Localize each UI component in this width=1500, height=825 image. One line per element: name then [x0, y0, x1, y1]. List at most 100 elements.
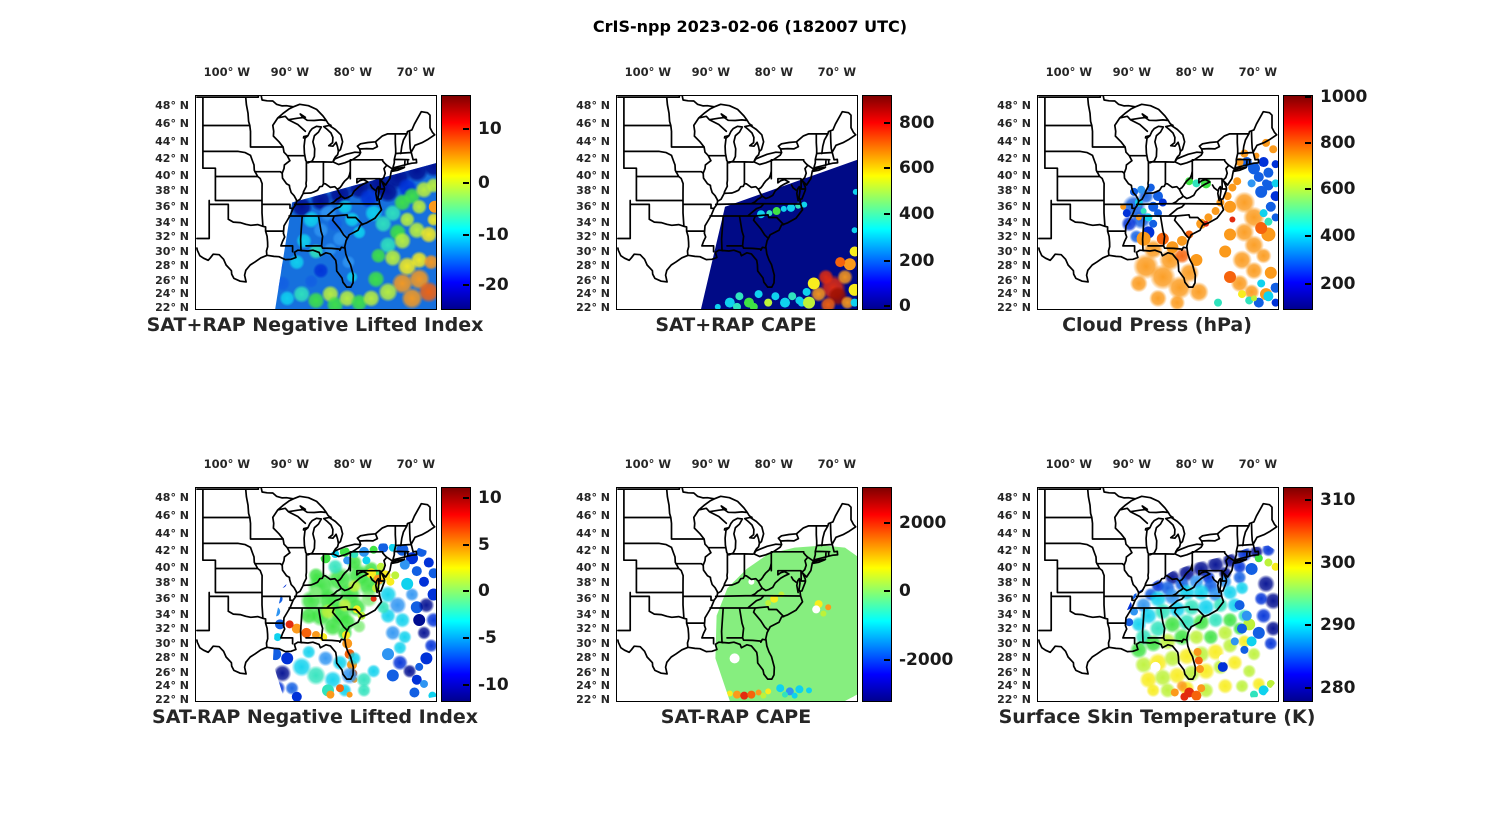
colorbar-tick-label: 400: [899, 203, 935, 224]
lat-tick-label: 34° N: [155, 607, 189, 621]
panel-title: Surface Skin Temperature (K): [998, 706, 1316, 728]
longitude-axis: 100° W 90° W 80° W 70° W: [616, 457, 856, 473]
lat-tick-label: 34° N: [997, 607, 1031, 621]
lat-tick-label: 22° N: [997, 692, 1031, 706]
lat-tick-label: 48° N: [997, 490, 1031, 504]
colorbar: 2000 0 -2000: [862, 487, 953, 702]
colorbar-tick-mark: [884, 167, 890, 170]
latitude-axis: 48° N 46° N 44° N 42° N 40° N 38° N 36° N 34° N…: [561, 95, 610, 313]
lat-tick-label: 26° N: [155, 273, 189, 287]
lon-tick-label: 100° W: [624, 457, 672, 471]
colorbar-gradient: [862, 487, 892, 702]
lat-tick-label: 22° N: [997, 300, 1031, 314]
colorbar-tick-label: 310: [1320, 489, 1356, 510]
lat-tick-label: 34° N: [576, 215, 610, 229]
colorbar-tick-label: -10: [478, 224, 509, 245]
panel-title: SAT+RAP CAPE: [655, 314, 817, 336]
colorbar-tick-mark: [1305, 96, 1311, 99]
colorbar-tick-mark: [884, 259, 890, 262]
us-state-boundaries: [196, 488, 436, 680]
lat-tick-label: 24° N: [155, 287, 189, 301]
longitude-axis: 100° W 90° W 80° W 70° W: [195, 457, 435, 473]
map: [195, 95, 437, 310]
lat-tick-label: 36° N: [576, 200, 610, 214]
lat-tick-label: 36° N: [576, 592, 610, 606]
lat-tick-label: 42° N: [576, 543, 610, 557]
colorbar-tick-label: 0: [899, 295, 911, 316]
lon-tick-label: 80° W: [333, 65, 373, 79]
colorbar-tick-mark: [884, 212, 890, 215]
panel-sat-minus-rap-negative-lifted-index: 100° W 90° W 80° W 70° W 48° N 46° N 44° N 42°…: [140, 455, 520, 739]
lat-tick-label: 48° N: [155, 98, 189, 112]
lat-tick-label: 46° N: [997, 116, 1031, 130]
panel-cloud-press: 100° W 90° W 80° W 70° W 48° N 46° N 44° N 42°…: [982, 63, 1367, 347]
latitude-axis: 48° N 46° N 44° N 42° N 40° N 38° N 36° N 34° N…: [561, 487, 610, 705]
colorbar-tick-mark: [884, 658, 890, 661]
colorbar-tick-label: -20: [478, 274, 509, 295]
colorbar: 10 0 -10 -20: [441, 95, 521, 310]
us-state-boundaries: [1038, 488, 1278, 680]
lat-tick-label: 32° N: [997, 230, 1031, 244]
colorbar-tick-mark: [463, 496, 469, 499]
colorbar-tick-label: -5: [478, 628, 497, 649]
panel-title: Cloud Press (hPa): [1062, 314, 1252, 336]
lat-tick-label: 46° N: [997, 508, 1031, 522]
lat-tick-label: 46° N: [576, 508, 610, 522]
lat-tick-label: 38° N: [155, 184, 189, 198]
data-overlay: [617, 488, 857, 701]
colorbar-gradient: [441, 95, 471, 310]
lat-tick-label: 48° N: [576, 490, 610, 504]
lat-tick-label: 28° N: [576, 651, 610, 665]
colorbar-tick-mark: [463, 233, 469, 236]
us-state-boundaries: [617, 488, 857, 680]
lat-tick-label: 32° N: [155, 230, 189, 244]
lat-tick-label: 38° N: [155, 576, 189, 590]
colorbar: 10 5 0 -5 -10: [441, 487, 521, 702]
colorbar-tick-label: 800: [899, 112, 935, 133]
lon-tick-label: 100° W: [624, 65, 672, 79]
colorbar-tick-label: 200: [899, 250, 935, 271]
colorbar-tick-label: -2000: [899, 649, 954, 670]
colorbar-tick-mark: [1305, 187, 1311, 190]
lat-tick-label: 30° N: [997, 637, 1031, 651]
lon-tick-label: 80° W: [754, 65, 794, 79]
colorbar-tick-label: -10: [478, 675, 509, 696]
colorbar-tick-mark: [1305, 141, 1311, 144]
lon-tick-label: 90° W: [270, 457, 310, 471]
colorbar-tick-mark: [1305, 282, 1311, 285]
panel-title: SAT+RAP Negative Lifted Index: [146, 314, 484, 336]
colorbar-tick-mark: [884, 522, 890, 525]
colorbar-gradient: [1283, 95, 1313, 310]
colorbar-tick-label: 10: [478, 119, 502, 140]
lat-tick-label: 30° N: [155, 637, 189, 651]
colorbar-gradient: [441, 487, 471, 702]
lat-tick-label: 40° N: [155, 560, 189, 574]
lat-tick-label: 26° N: [576, 273, 610, 287]
lon-tick-label: 80° W: [754, 457, 794, 471]
colorbar-gradient: [1283, 487, 1313, 702]
colorbar-tick-mark: [1305, 561, 1311, 564]
lon-tick-label: 100° W: [203, 457, 251, 471]
lat-tick-label: 34° N: [155, 215, 189, 229]
lat-tick-label: 36° N: [155, 592, 189, 606]
lat-tick-label: 26° N: [997, 273, 1031, 287]
lat-tick-label: 42° N: [155, 543, 189, 557]
latitude-axis: 48° N 46° N 44° N 42° N 40° N 38° N 36° N 34° N…: [140, 95, 189, 313]
panel-sat-plus-rap-cape: 100° W 90° W 80° W 70° W 48° N 46° N 44° N 42°…: [561, 63, 941, 347]
lat-tick-label: 22° N: [155, 300, 189, 314]
lon-tick-label: 90° W: [691, 457, 731, 471]
lat-tick-label: 28° N: [155, 651, 189, 665]
colorbar-tick-mark: [1305, 234, 1311, 237]
lat-tick-label: 28° N: [997, 259, 1031, 273]
lat-tick-label: 38° N: [997, 184, 1031, 198]
map: [195, 487, 437, 702]
lon-tick-label: 80° W: [333, 457, 373, 471]
lat-tick-label: 40° N: [576, 560, 610, 574]
longitude-axis: 100° W 90° W 80° W 70° W: [1037, 65, 1277, 81]
lat-tick-label: 28° N: [997, 651, 1031, 665]
colorbar-tick-label: 290: [1320, 615, 1356, 636]
map: [1037, 95, 1279, 310]
panel-sat-minus-rap-cape: 100° W 90° W 80° W 70° W 48° N 46° N 44° N 42°…: [561, 455, 953, 739]
map: [616, 487, 858, 702]
lat-tick-label: 38° N: [576, 576, 610, 590]
